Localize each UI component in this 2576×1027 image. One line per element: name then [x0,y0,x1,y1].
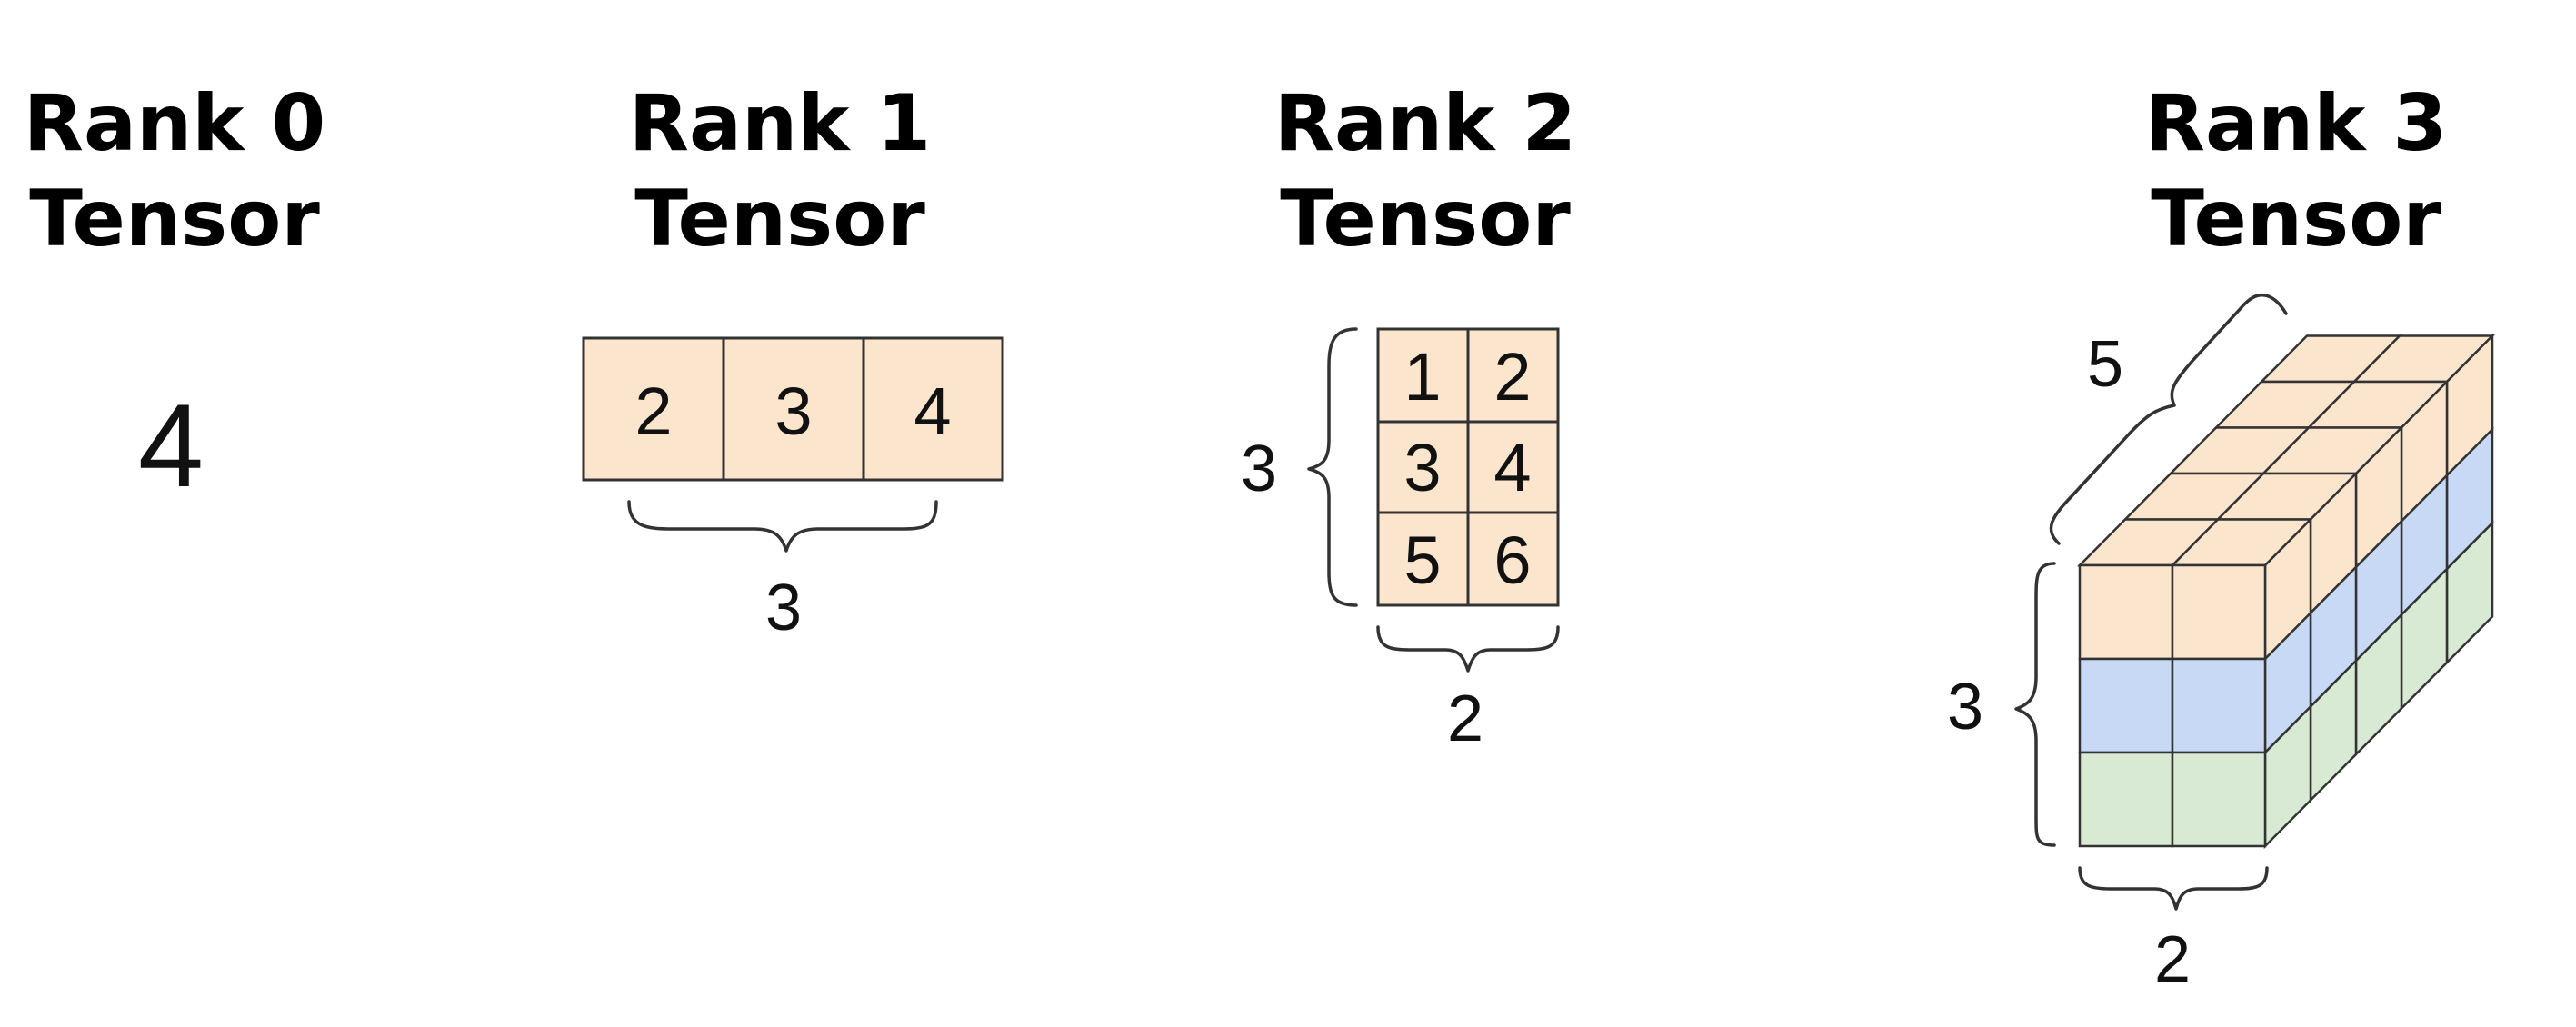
rank1-cell-1-label: 3 [774,374,812,449]
rank2-cell-2-1 [1466,511,1560,607]
rank2-cell-1-0-label: 3 [1403,430,1441,505]
rank1-width-label: 3 [765,572,802,644]
rank2-group: Rank 2 Tensor 1 2 3 4 5 6 3 2 [1241,78,1576,755]
rank1-cell-1 [722,336,865,482]
rank2-rows-brace [1307,327,1358,607]
rank1-cell-0 [582,336,725,482]
rank3-title-line2: Tensor [2151,174,2441,264]
rank1-group: Rank 1 Tensor 2 3 4 3 [582,78,1004,644]
rank3-front-cell-1-0 [2078,657,2174,754]
rank3-height-brace [2014,562,2056,847]
rank0-title-line1: Rank 0 [24,78,325,169]
rank3-title-line1: Rank 3 [2145,78,2447,169]
rank0-group: Rank 0 Tensor 4 [24,78,325,512]
rank2-rows-label: 3 [1241,433,1277,505]
rank0-title-line2: Tensor [29,174,320,264]
rank2-cell-2-1-label: 6 [1493,523,1531,598]
rank3-height-label: 3 [1947,671,1983,743]
rank1-cell-2 [862,336,1004,482]
rank3-front-cell-1-1 [2171,657,2267,754]
rank3-front-cell-0-1 [2171,563,2267,661]
rank1-cell-2-label: 4 [914,374,951,449]
rank2-cell-1-0 [1376,420,1470,514]
rank2-cols-label: 2 [1447,683,1483,755]
rank2-cols-brace [1376,625,1560,673]
rank3-cuboid [2077,333,2495,850]
rank3-front-cell-0-0 [2078,563,2174,661]
rank3-front-cell-2-0 [2078,751,2174,848]
rank1-title-line1: Rank 1 [629,78,931,169]
rank2-title-line2: Tensor [1280,174,1571,264]
rank3-front-cell-2-1 [2171,751,2267,848]
rank3-group: Rank 3 Tensor 5 3 2 [1947,78,2495,996]
rank2-cell-0-1-label: 2 [1493,339,1531,414]
rank1-title-line2: Tensor [634,174,925,264]
rank2-title-line1: Rank 2 [1274,78,1576,169]
rank3-width-brace [2078,866,2269,911]
rank3-depth-brace [2049,294,2288,545]
rank3-depth-label: 5 [2087,328,2123,401]
rank1-width-brace [627,500,938,553]
rank0-scalar-value: 4 [138,379,204,512]
rank2-cell-2-0 [1376,511,1470,607]
rank2-cell-0-0-label: 1 [1403,339,1441,414]
rank2-cell-1-1-label: 4 [1493,430,1531,505]
rank1-cell-0-label: 2 [634,374,672,449]
rank2-cell-2-0-label: 5 [1403,523,1441,598]
rank3-width-label: 2 [2154,923,2191,996]
